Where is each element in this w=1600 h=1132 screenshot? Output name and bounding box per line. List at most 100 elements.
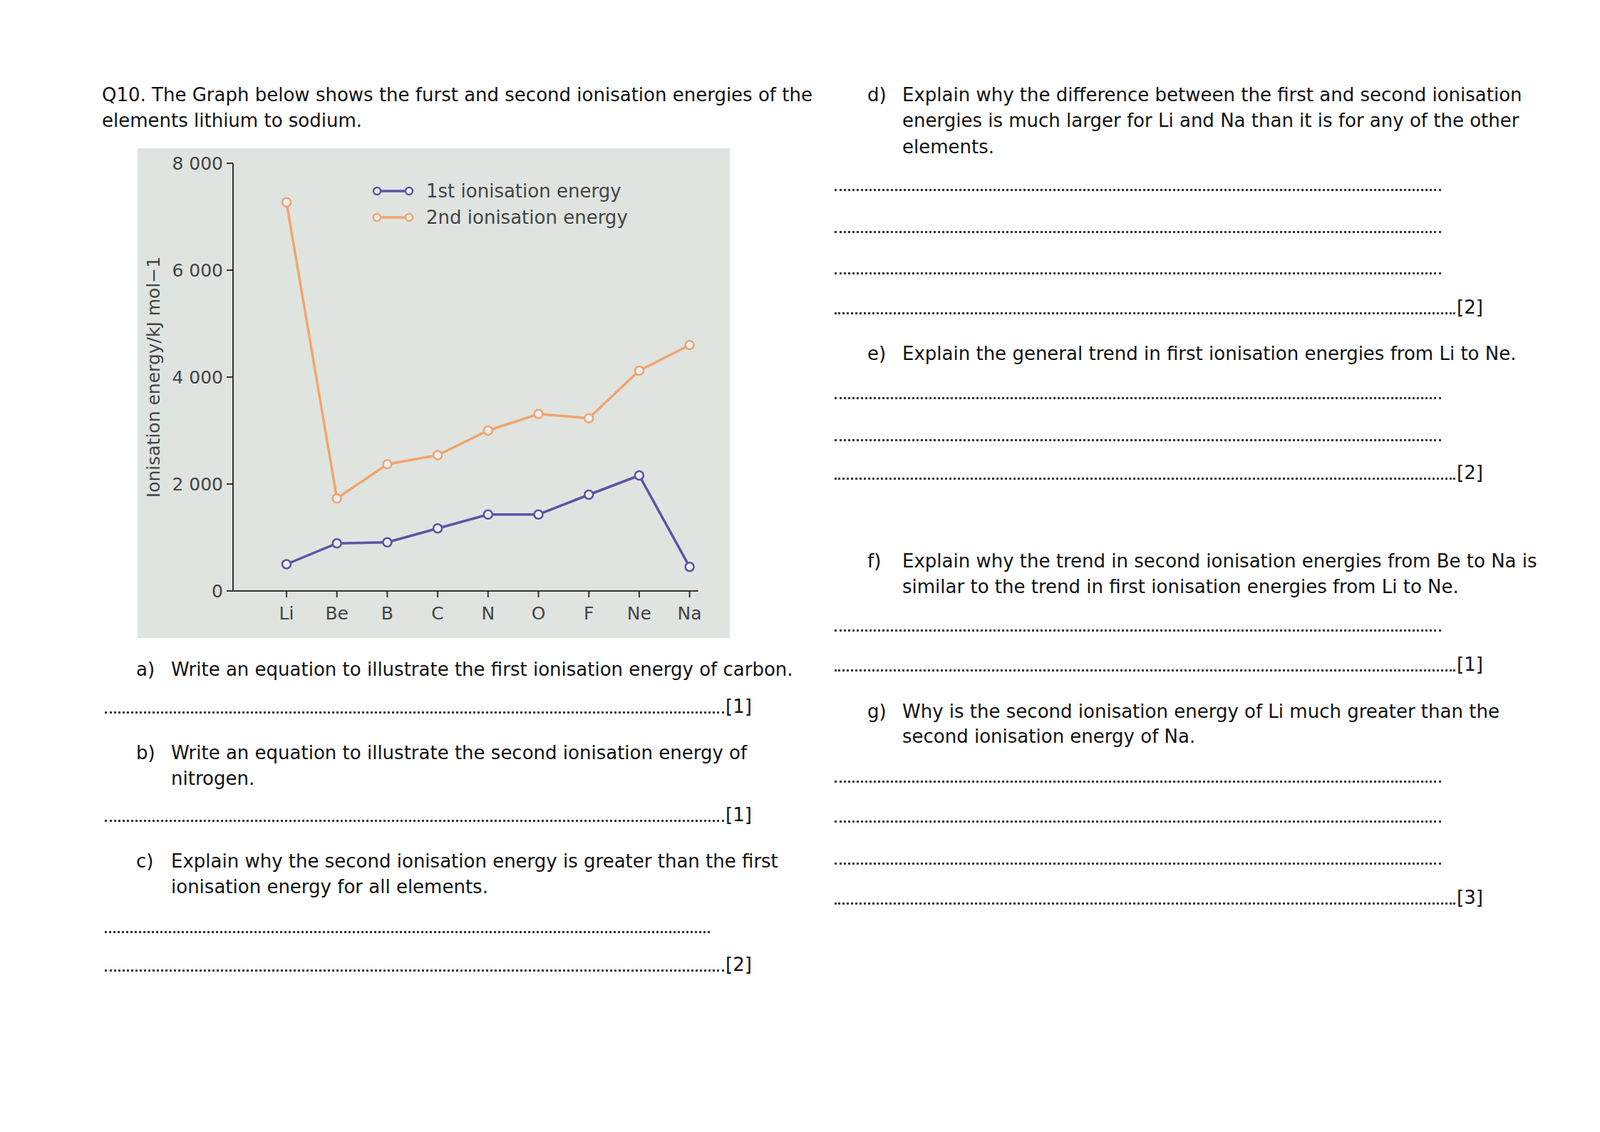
x-tick-label: Be xyxy=(324,602,349,624)
marks: [2] xyxy=(1456,463,1484,482)
part-label: g) xyxy=(867,702,887,721)
x-tick-label: F xyxy=(583,602,594,624)
x-tick xyxy=(336,590,338,598)
part-text: Explain why the trend in second ionisati… xyxy=(902,551,1538,571)
data-point xyxy=(382,538,392,547)
answer-line xyxy=(104,969,725,972)
x-tick xyxy=(538,590,540,598)
answer-line xyxy=(834,780,1442,783)
chart: 02 0004 0006 0008 000LiBeBCNOFNeNaIonisa… xyxy=(0,0,1600,1132)
data-point xyxy=(483,426,493,435)
data-point xyxy=(534,409,544,419)
data-point xyxy=(534,510,544,519)
answer-line xyxy=(834,396,1442,400)
data-point xyxy=(433,523,442,533)
data-point xyxy=(584,414,593,423)
data-point xyxy=(635,471,644,480)
answer-line xyxy=(834,820,1442,823)
x-tick-label: Li xyxy=(279,602,295,624)
y-tick xyxy=(226,590,234,592)
chart-background xyxy=(137,148,730,638)
y-tick xyxy=(226,483,234,485)
part-text: nitrogen. xyxy=(171,768,255,788)
y-tick-label: 8 000 xyxy=(171,153,224,174)
answer-line xyxy=(104,711,725,714)
x-tick-label: C xyxy=(431,602,444,624)
data-point xyxy=(282,560,291,569)
series-line xyxy=(286,475,690,567)
part-label: f) xyxy=(867,551,881,571)
answer-line xyxy=(834,902,1456,905)
part-label: c) xyxy=(136,851,154,871)
answer-line xyxy=(104,819,725,822)
data-point xyxy=(483,510,493,519)
part-text: Write an equation to illustrate the seco… xyxy=(171,743,747,762)
marks: [1] xyxy=(1456,654,1484,674)
question-text: Q10. The Graph below shows the furst and… xyxy=(101,85,813,105)
x-tick xyxy=(487,590,489,598)
part-text: Explain why the difference between the f… xyxy=(902,85,1523,105)
part-label: d) xyxy=(867,85,887,105)
part-label: b) xyxy=(136,743,156,762)
answer-line xyxy=(834,188,1442,192)
answer-line xyxy=(104,930,710,933)
marks: [3] xyxy=(1456,888,1484,907)
legend-marker xyxy=(405,187,413,195)
x-tick-label: O xyxy=(531,602,546,624)
part-text: Write an equation to illustrate the firs… xyxy=(171,659,794,679)
data-point xyxy=(332,493,342,503)
data-point xyxy=(332,538,342,548)
part-text: second ionisation energy of Na. xyxy=(902,726,1196,746)
marks: [1] xyxy=(725,805,752,824)
x-tick xyxy=(436,590,439,598)
y-tick-label: 2 000 xyxy=(171,473,224,495)
x-axis xyxy=(233,590,699,592)
data-point xyxy=(685,562,695,571)
x-tick-label: B xyxy=(381,602,394,624)
answer-line xyxy=(834,439,1442,442)
y-tick xyxy=(226,162,234,164)
x-tick xyxy=(587,590,590,598)
data-point xyxy=(282,198,291,207)
legend-marker xyxy=(373,187,381,195)
legend-label: 2nd ionisation energy xyxy=(426,206,628,229)
part-text: energies is much larger for Li and Na th… xyxy=(902,111,1519,130)
part-text: Why is the second ionisation energy of L… xyxy=(902,702,1500,721)
legend-label: 1st ionisation energy xyxy=(426,180,622,202)
answer-line xyxy=(834,629,1442,632)
part-text: similar to the trend in first ionisation… xyxy=(902,577,1459,596)
marks: [1] xyxy=(725,697,752,716)
answer-line xyxy=(834,230,1442,234)
part-text: Explain why the second ionisation energy… xyxy=(171,851,779,871)
data-point xyxy=(584,490,593,499)
plot-area xyxy=(282,198,695,572)
y-tick-label: 4 000 xyxy=(171,367,224,388)
answer-line xyxy=(834,272,1442,275)
question-text: elements lithium to sodium. xyxy=(101,111,363,130)
series-line xyxy=(286,202,690,499)
answer-line xyxy=(834,669,1456,672)
answer-line xyxy=(834,312,1456,315)
data-point xyxy=(685,340,695,350)
x-tick-label: Na xyxy=(677,602,703,624)
part-label: a) xyxy=(136,659,155,679)
y-axis-label: Ionisation energy/kJ mol−1 xyxy=(143,256,164,498)
legend-marker xyxy=(405,213,413,221)
data-point xyxy=(635,366,644,375)
marks: [2] xyxy=(1456,297,1484,317)
marks: [2] xyxy=(725,955,752,974)
y-tick-label: 6 000 xyxy=(171,260,224,281)
x-tick xyxy=(689,590,691,598)
data-point xyxy=(382,459,392,469)
part-text: ionisation energy for all elements. xyxy=(171,877,489,896)
part-text: Explain the general trend in first ionis… xyxy=(902,344,1517,363)
part-label: e) xyxy=(867,344,886,363)
y-tick xyxy=(226,376,234,378)
x-tick xyxy=(285,590,288,598)
y-tick-label: 0 xyxy=(211,580,224,602)
part-text: elements. xyxy=(902,137,995,157)
answer-line xyxy=(834,477,1456,480)
answer-line xyxy=(834,862,1442,865)
data-point xyxy=(433,451,442,460)
x-tick xyxy=(638,590,640,598)
